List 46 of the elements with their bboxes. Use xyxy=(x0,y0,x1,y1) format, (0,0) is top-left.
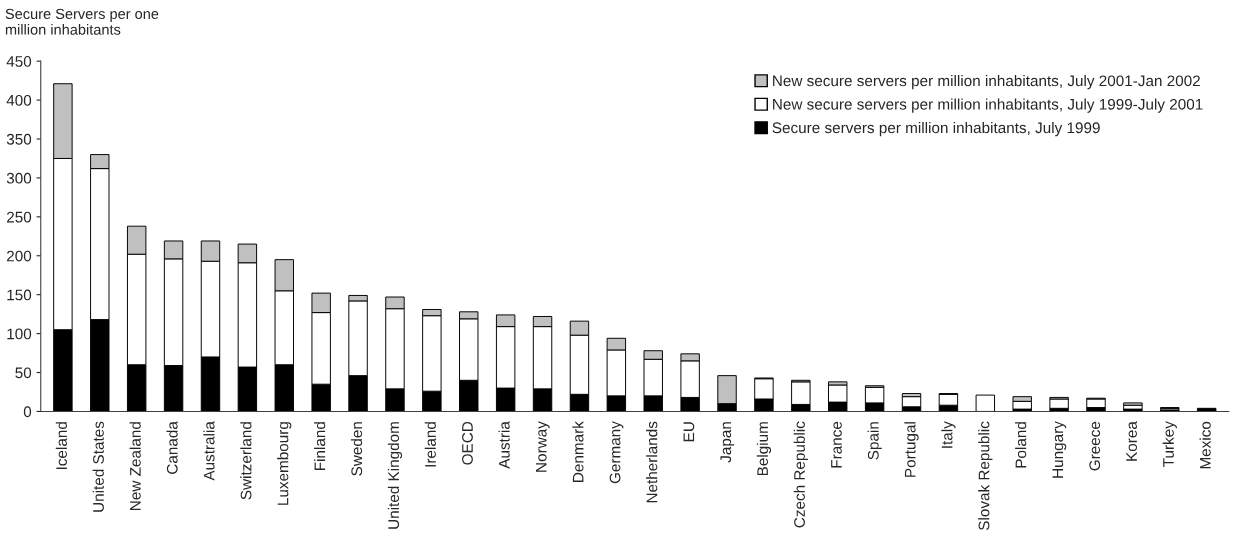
x-tick-label: Luxembourg xyxy=(277,422,292,505)
legend-label: New secure servers per million inhabitants, July 2001-Jan 2002 xyxy=(773,74,1200,90)
x-tick-label: Turkey xyxy=(1162,421,1177,467)
x-tick-label: Greece xyxy=(1089,421,1101,471)
x-tick-label: New Zealand xyxy=(129,422,141,510)
x-tick-label: Poland xyxy=(1015,422,1027,468)
x-tick-label: Norway xyxy=(535,421,550,472)
y-tick-label: 50 xyxy=(15,367,32,379)
x-tick-label: Denmark xyxy=(572,421,584,482)
x-tick-label: Slovak Republic xyxy=(978,421,993,531)
x-tick-label: Italy xyxy=(941,421,956,448)
y-axis-title: Secure Servers per one million inhabitants xyxy=(5,8,159,35)
x-tick-label: Spain xyxy=(867,422,882,460)
y-tick-label: 100 xyxy=(7,328,32,340)
x-tick-label: Czech Republic xyxy=(793,421,808,528)
x-tick-label: Korea xyxy=(1126,421,1137,461)
x-tick-label: Netherlands xyxy=(646,421,658,503)
y-tick-label: 350 xyxy=(6,133,32,145)
y-tick-label: 450 xyxy=(6,56,32,67)
x-tick-label: OECD xyxy=(462,421,473,465)
x-tick-label: Ireland xyxy=(424,422,436,467)
legend-label: Secure servers per million inhabitants, July 1999 xyxy=(772,121,1100,137)
x-tick-label: Sweden xyxy=(350,422,363,476)
y-tick-label: 150 xyxy=(7,289,32,301)
x-tick-label: Germany xyxy=(609,421,624,484)
y-tick-label: 250 xyxy=(7,211,32,223)
x-tick-label: Canada xyxy=(166,421,178,474)
y-tick-label: 200 xyxy=(7,250,32,262)
x-tick-label: Austria xyxy=(498,421,510,469)
x-tick-label: Portugal xyxy=(904,422,919,477)
x-tick-label: United Kingdom xyxy=(387,422,403,529)
y-tick-label: 300 xyxy=(6,172,32,184)
x-tick-label: Finland xyxy=(314,422,326,471)
x-tick-label: Iceland xyxy=(55,422,67,470)
legend-label: New secure servers per million inhabitants, July 1999-July 2001 xyxy=(773,98,1203,113)
x-tick-label: Hungary xyxy=(1052,421,1067,478)
x-tick-label: France xyxy=(831,421,842,468)
x-tick-label: Australia xyxy=(203,421,215,481)
y-tick-label: 400 xyxy=(6,94,32,106)
x-tick-label: Belgium xyxy=(756,422,772,476)
x-tick-label: Switzerland xyxy=(240,422,252,500)
x-tick-label: Mexico xyxy=(1199,421,1211,469)
x-tick-label: EU xyxy=(683,422,695,442)
x-tick-label: United States xyxy=(92,421,104,512)
y-tick-label: 0 xyxy=(23,406,32,418)
x-tick-label: Japan xyxy=(720,422,735,463)
